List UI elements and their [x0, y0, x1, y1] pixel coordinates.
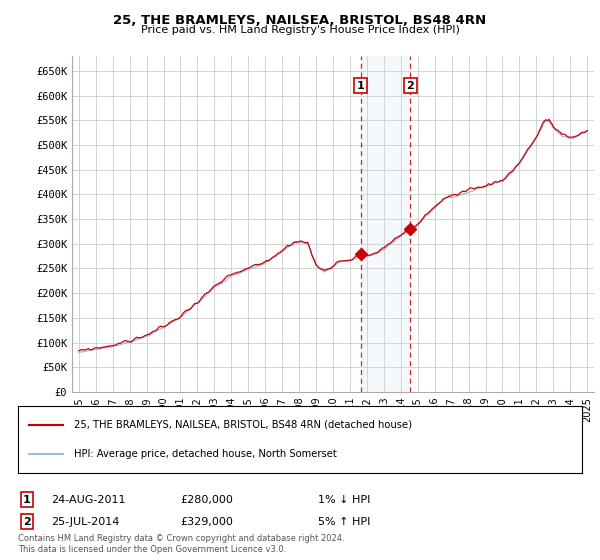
Text: 1: 1: [357, 81, 365, 91]
Text: 25-JUL-2014: 25-JUL-2014: [51, 517, 119, 527]
Text: 2: 2: [406, 81, 414, 91]
Text: HPI: Average price, detached house, North Somerset: HPI: Average price, detached house, Nort…: [74, 449, 337, 459]
Text: 5% ↑ HPI: 5% ↑ HPI: [318, 517, 370, 527]
Text: 2: 2: [23, 517, 31, 527]
Text: 1% ↓ HPI: 1% ↓ HPI: [318, 494, 370, 505]
Text: Price paid vs. HM Land Registry's House Price Index (HPI): Price paid vs. HM Land Registry's House …: [140, 25, 460, 35]
Bar: [361, 56, 410, 392]
Text: £280,000: £280,000: [180, 494, 233, 505]
Text: 25, THE BRAMLEYS, NAILSEA, BRISTOL, BS48 4RN (detached house): 25, THE BRAMLEYS, NAILSEA, BRISTOL, BS48…: [74, 420, 412, 430]
Text: 25, THE BRAMLEYS, NAILSEA, BRISTOL, BS48 4RN: 25, THE BRAMLEYS, NAILSEA, BRISTOL, BS48…: [113, 14, 487, 27]
Text: £329,000: £329,000: [180, 517, 233, 527]
Text: This data is licensed under the Open Government Licence v3.0.: This data is licensed under the Open Gov…: [18, 545, 286, 554]
Text: 1: 1: [23, 494, 31, 505]
Text: 24-AUG-2011: 24-AUG-2011: [51, 494, 125, 505]
Text: Contains HM Land Registry data © Crown copyright and database right 2024.: Contains HM Land Registry data © Crown c…: [18, 534, 344, 543]
